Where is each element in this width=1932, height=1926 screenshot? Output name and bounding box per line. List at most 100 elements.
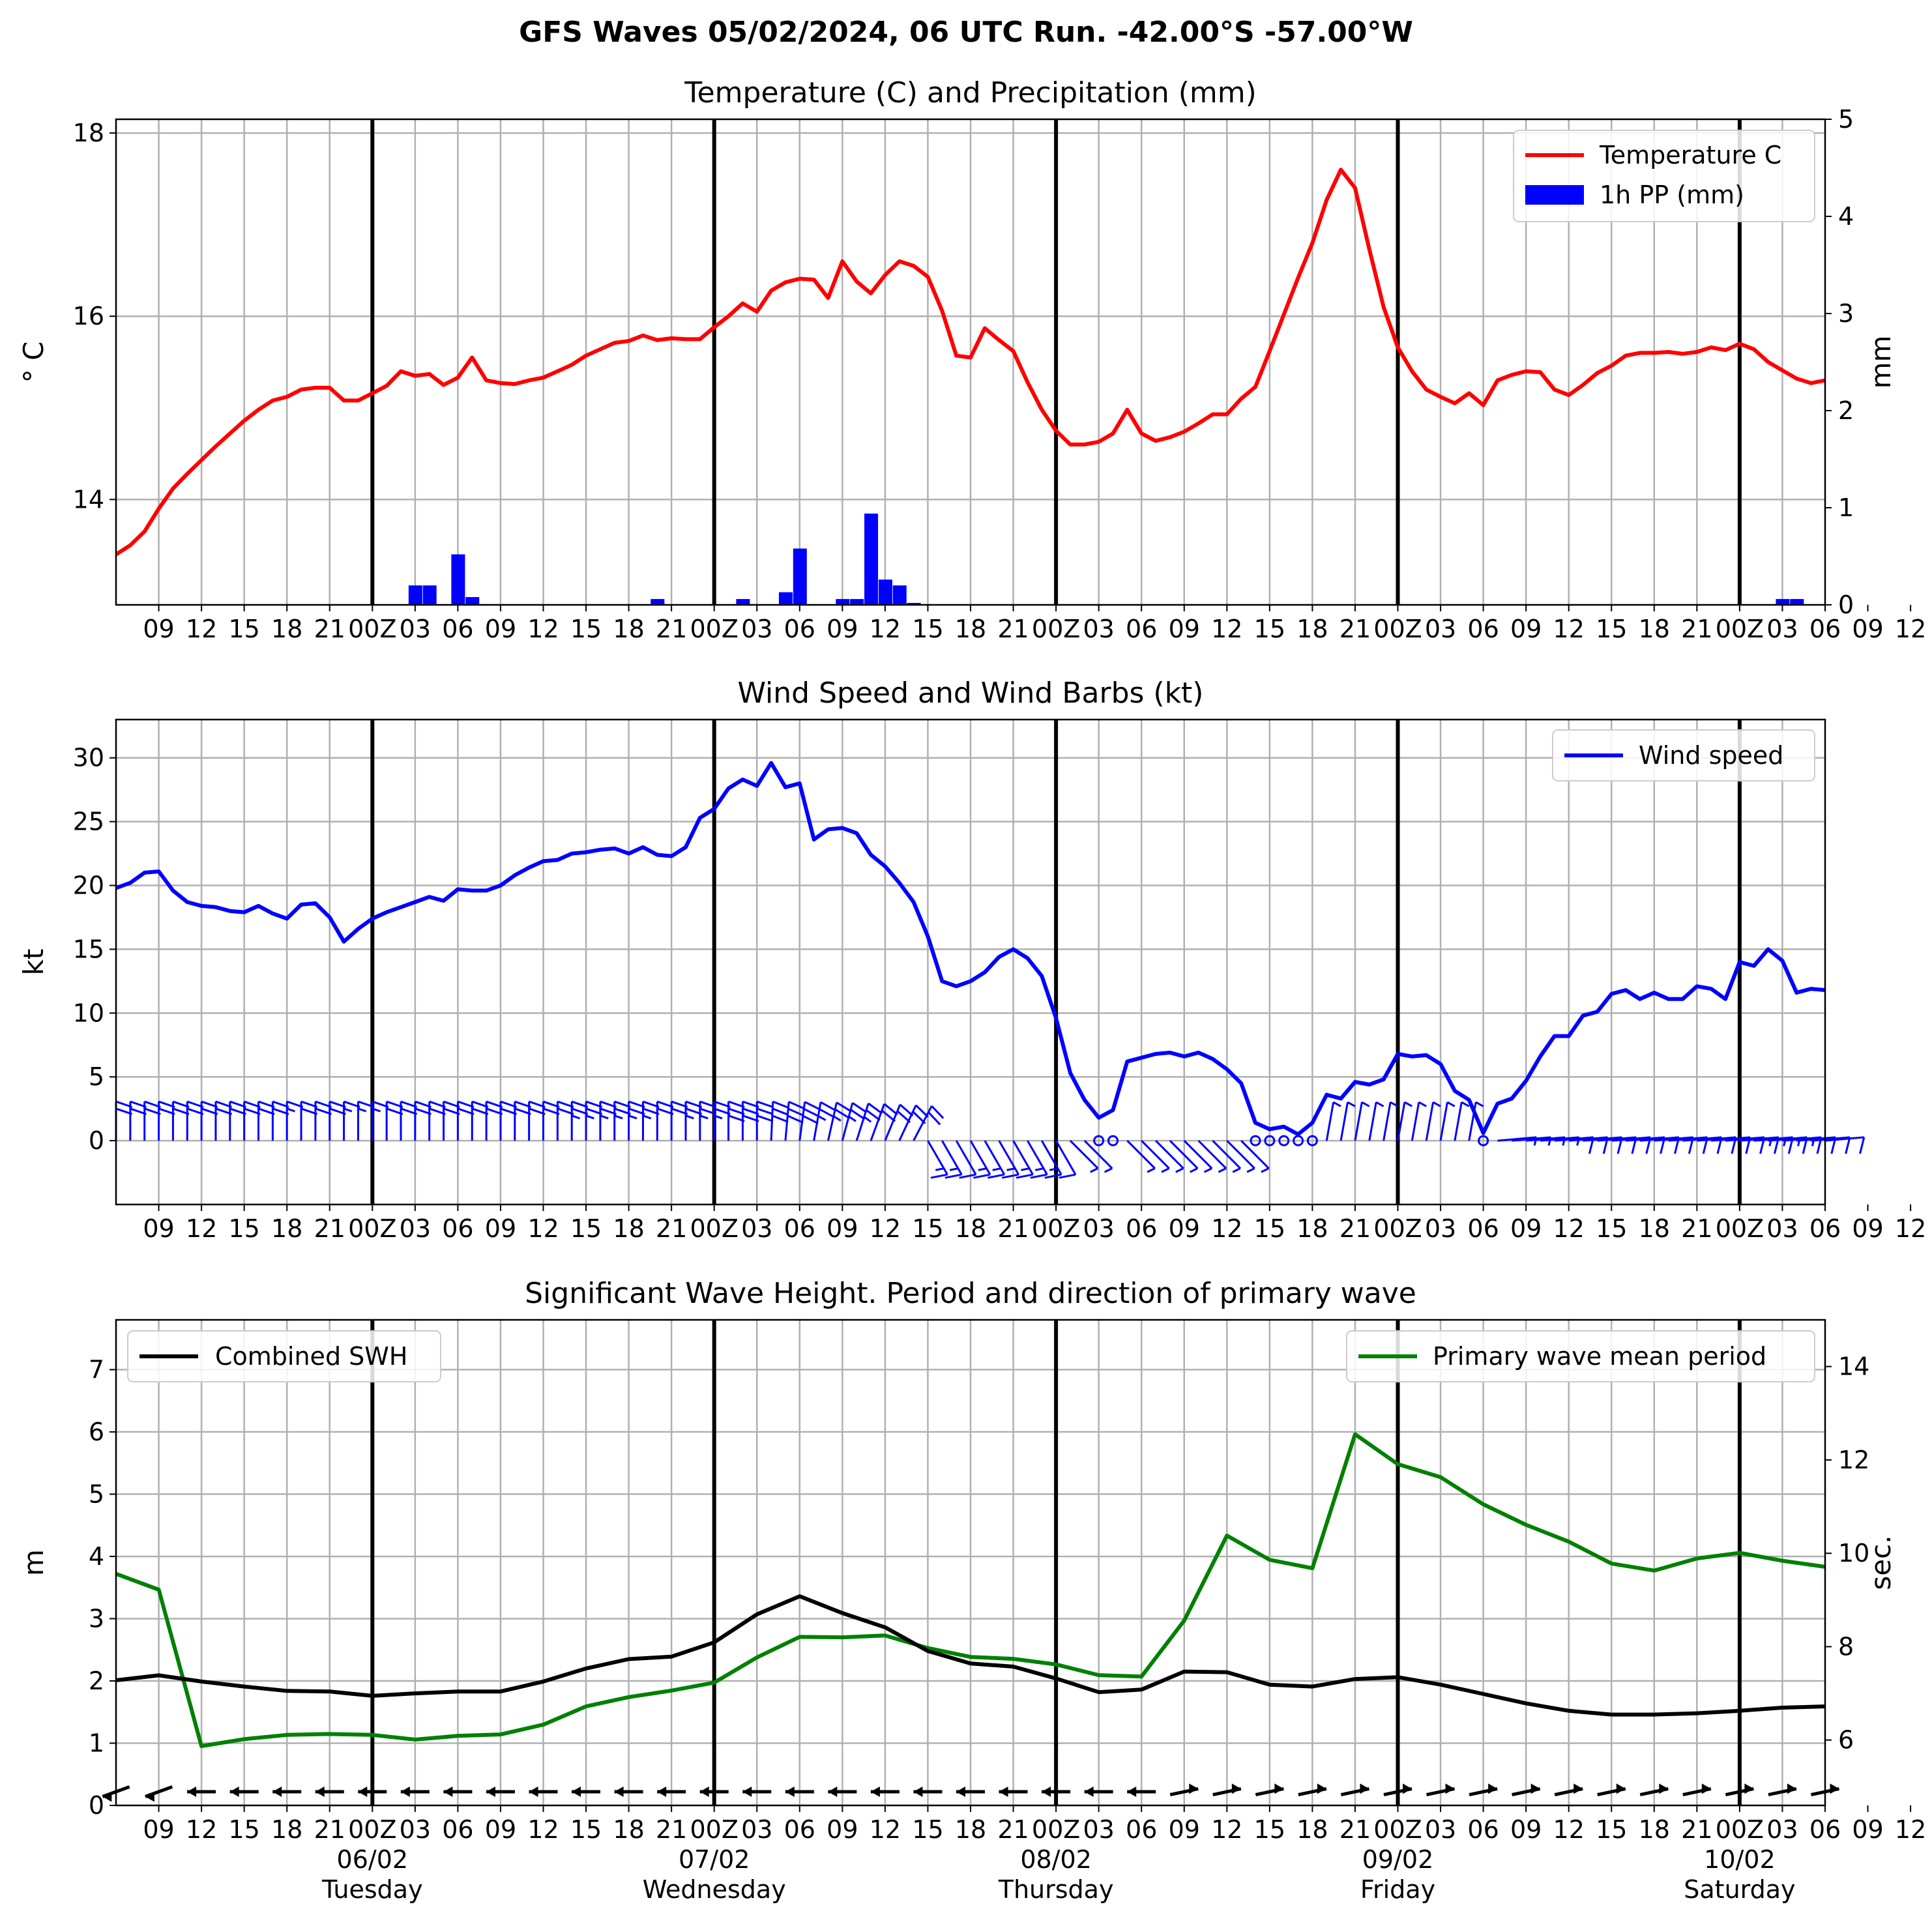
x-tick-label: 03 [400, 615, 431, 643]
wind-barb-half-feather [642, 1115, 652, 1120]
wave-direction-arrowhead [486, 1786, 495, 1797]
wind-barb [1497, 1136, 1537, 1142]
wind-barb-half-feather [286, 1107, 295, 1113]
x-tick-label: 03 [1083, 1815, 1114, 1844]
x-tick-label: 18 [955, 1815, 986, 1844]
x-tick-label: 12 [1895, 1214, 1926, 1243]
legend-box [127, 1330, 441, 1382]
wind-barb [1753, 1136, 1793, 1142]
x-tick-label: 06 [784, 1214, 815, 1243]
wind-barb-feather [988, 1173, 1005, 1179]
wave-direction-arrowhead [1573, 1783, 1583, 1794]
wind-barb-half-feather [628, 1115, 637, 1120]
wind-barb-half-feather [357, 1107, 367, 1113]
y-tick-label: 0 [89, 1126, 104, 1155]
x-tick-label: 18 [271, 615, 302, 643]
wind-barb [1126, 1140, 1156, 1169]
wind-barb [1012, 1140, 1034, 1175]
wind-barb-half-feather [1189, 1167, 1198, 1173]
precip-bar [736, 599, 750, 605]
x-tick-label: 09 [485, 1815, 516, 1844]
panel-title: Significant Wave Height. Period and dire… [525, 1277, 1416, 1310]
wind-barb [1682, 1136, 1722, 1142]
x-tick-label: 00Z [690, 1815, 739, 1844]
wind-barb-half-feather [1361, 1101, 1370, 1107]
wind-barb-half-feather [614, 1115, 623, 1120]
wind-barb-feather [883, 1103, 898, 1116]
x-tick-label: 15 [1596, 615, 1627, 643]
y2-tick-label: 8 [1838, 1632, 1854, 1661]
wind-barb-half-feather [1246, 1167, 1255, 1173]
x-tick-label: 09 [1852, 615, 1883, 643]
wind-barb-feather [787, 1107, 804, 1116]
precip-bar [778, 592, 793, 605]
wave-period-line [115, 1432, 1826, 1748]
wind-barb-calm [1478, 1135, 1489, 1146]
wind-barb-feather [866, 1109, 881, 1121]
date-label: 10/02 [1704, 1845, 1776, 1874]
y-tick-label: 20 [73, 871, 104, 900]
x-tick-label: 09 [827, 615, 858, 643]
x-tick-label: 06 [1809, 1214, 1841, 1243]
wave-direction-arrowhead [1530, 1783, 1540, 1794]
wind-barb [1639, 1136, 1679, 1142]
x-tick-label: 15 [1254, 1815, 1285, 1844]
y-tick-label: 5 [89, 1062, 104, 1091]
precip-bar [651, 599, 665, 605]
wind-barb [1055, 1140, 1077, 1175]
wave-direction-arrowhead [1488, 1783, 1498, 1794]
precip-bar [878, 579, 892, 605]
x-tick-label: 21 [1681, 615, 1712, 643]
wind-barb [884, 1104, 901, 1141]
wind-barb-half-feather [714, 1115, 723, 1120]
x-tick-label: 21 [656, 1214, 687, 1243]
x-tick-label: 09 [143, 1214, 174, 1243]
wind-barb-feather [1030, 1173, 1047, 1179]
x-tick-label: 00Z [1373, 1214, 1422, 1243]
wind-barb-feather [772, 1115, 789, 1123]
wind-barb [1154, 1140, 1184, 1169]
wind-barb-half-feather [1232, 1167, 1241, 1173]
precip-bar [864, 513, 879, 605]
wind-barb-feather [1845, 1137, 1851, 1154]
wind-barb-feather [1001, 1173, 1019, 1179]
x-tick-label: 21 [1339, 1214, 1371, 1243]
x-tick-label: 09 [1852, 1815, 1883, 1844]
y2-axis-label: mm [1865, 336, 1897, 389]
wind-barb-half-feather [1390, 1101, 1399, 1107]
legend-box [1513, 130, 1815, 222]
x-tick-label: 00Z [1373, 1815, 1422, 1844]
wind-barb [1583, 1136, 1622, 1142]
wind-speed-line [115, 761, 1826, 1137]
wave-direction-arrowhead [785, 1786, 795, 1797]
x-tick-label: 03 [1083, 1214, 1114, 1243]
wind-barb [1611, 1136, 1651, 1142]
x-tick-label: 09 [1510, 1815, 1542, 1844]
wind-barb-feather [850, 1109, 866, 1120]
y2-tick-label: 10 [1838, 1539, 1869, 1568]
wave-direction-arrowhead [358, 1786, 368, 1797]
wind-barb-calm [1107, 1135, 1119, 1146]
wind-barb [827, 1102, 838, 1141]
wind-barb-feather [973, 1173, 991, 1179]
wind-barb [1040, 1140, 1062, 1175]
x-tick-label: 06 [1126, 615, 1157, 643]
x-tick-label: 06 [1467, 615, 1499, 643]
wind-barb-half-feather [978, 1167, 987, 1171]
wind-barb-half-feather [1175, 1167, 1184, 1173]
x-tick-label: 09 [1169, 615, 1200, 643]
wind-barb-feather [1044, 1173, 1062, 1179]
wind-barb [1240, 1140, 1270, 1169]
wind-barb-half-feather [699, 1115, 709, 1120]
x-tick-label: 12 [1211, 1214, 1242, 1243]
wind-barb-half-feather [863, 1116, 872, 1123]
wind-barb-half-feather [372, 1107, 381, 1113]
wind-barb [955, 1140, 977, 1175]
wave-direction-arrowhead [1659, 1783, 1669, 1794]
wind-barb-feather [1059, 1173, 1076, 1179]
wave-direction-arrowhead [1231, 1783, 1241, 1794]
wind-barb-half-feather [1261, 1167, 1270, 1173]
wave-direction-arrowhead [529, 1786, 538, 1797]
x-tick-label: 00Z [1716, 1815, 1764, 1844]
